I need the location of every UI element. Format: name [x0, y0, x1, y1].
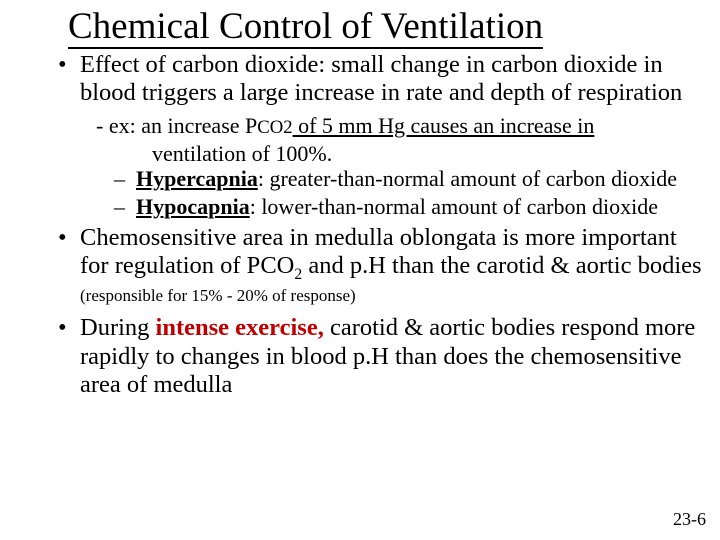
slide-title: Chemical Control of Ventilation	[68, 8, 543, 49]
hypocapnia-item: Hypocapnia: lower-than-normal amount of …	[136, 194, 702, 220]
ex-prefix: - ex: an increase P	[96, 113, 257, 138]
bullet-intense-exercise: During intense exercise, carotid & aorti…	[80, 314, 702, 399]
ex-mid: of 5 mm Hg causes an increase in	[293, 113, 595, 138]
page-number: 23-6	[673, 509, 706, 530]
ex-co2: CO2	[257, 117, 292, 138]
hypercapnia-label: Hypercapnia	[136, 166, 258, 191]
b3-a: During	[80, 314, 156, 341]
b2-paren: (responsible for 15% - 20% of response)	[80, 286, 356, 305]
b3-intense: intense exercise,	[156, 314, 324, 341]
hypercapnia-item: Hypercapnia: greater-than-normal amount …	[136, 166, 702, 192]
b2-co: CO	[260, 252, 294, 279]
example-line: - ex: an increase PCO2 of 5 mm Hg causes…	[96, 113, 702, 139]
hypocapnia-def: : lower-than-normal amount of carbon dio…	[250, 194, 658, 219]
bullet-effect-co2: Effect of carbon dioxide: small change i…	[80, 51, 702, 107]
ex-line2: ventilation of 100%.	[96, 141, 702, 166]
hypercapnia-def: : greater-than-normal amount of carbon d…	[258, 166, 677, 191]
b2-b: and p.H than the carotid & aortic bodies	[302, 252, 701, 279]
hypocapnia-label: Hypocapnia	[136, 194, 250, 219]
bullet-chemosensitive: Chemosensitive area in medulla oblongata…	[80, 224, 702, 309]
